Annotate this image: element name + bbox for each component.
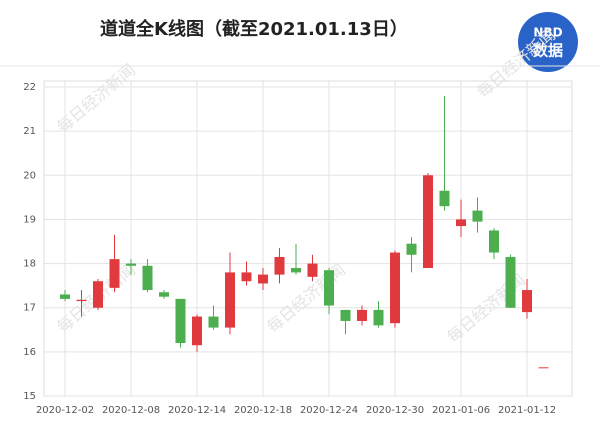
candle-body <box>373 309 384 326</box>
candle-body <box>93 281 103 308</box>
candle-body <box>192 316 202 346</box>
candle-body <box>505 256 516 308</box>
watermark: 每日经济新闻 <box>53 60 139 136</box>
y-tick-label: 19 <box>23 214 36 225</box>
candle-body <box>291 267 301 273</box>
candle-body <box>472 210 483 222</box>
x-tick-label: 2021-01-12 <box>498 405 556 416</box>
candle-body <box>142 265 153 291</box>
candle-body <box>225 272 235 328</box>
candle-body <box>241 272 252 282</box>
candle-body <box>109 259 120 288</box>
candle-body <box>60 294 70 299</box>
candle-body <box>357 309 367 321</box>
candle-body <box>340 309 351 321</box>
x-tick-label: 2020-12-08 <box>102 405 160 416</box>
candle-body <box>159 292 169 297</box>
candle-body <box>406 243 417 255</box>
candle-body <box>324 270 334 306</box>
candle-body <box>76 299 87 302</box>
x-tick-label: 2020-12-02 <box>36 405 94 416</box>
candle-body <box>439 190 450 207</box>
candle-body <box>274 256 285 275</box>
candle-body <box>522 290 532 313</box>
logo-top: NBD <box>533 26 562 40</box>
watermark: 每日经济新闻 <box>443 270 529 346</box>
y-tick-label: 16 <box>23 347 36 358</box>
logo-badge <box>518 12 578 72</box>
candle-body <box>126 263 136 266</box>
y-tick-label: 22 <box>23 82 36 93</box>
x-tick-label: 2020-12-14 <box>168 405 226 416</box>
candle-body <box>175 298 186 344</box>
y-tick-label: 21 <box>23 126 36 137</box>
x-tick-label: 2020-12-30 <box>366 405 424 416</box>
candle-body <box>423 175 433 268</box>
candle-body <box>208 316 219 328</box>
x-tick-label: 2020-12-18 <box>234 405 292 416</box>
logo-bottom: 数据 <box>533 42 563 60</box>
candle-body <box>307 263 318 277</box>
candle-body <box>258 274 268 284</box>
chart-title: 道道全K线图（截至2021.01.13日） <box>100 18 408 40</box>
y-tick-label: 20 <box>23 170 36 181</box>
candle-body <box>538 367 549 369</box>
x-tick-label: 2021-01-06 <box>432 405 490 416</box>
candle-body <box>390 252 400 324</box>
y-tick-label: 18 <box>23 259 36 270</box>
y-tick-label: 15 <box>23 391 36 402</box>
y-tick-label: 17 <box>23 303 36 314</box>
candle-body <box>456 219 466 227</box>
x-tick-label: 2020-12-24 <box>300 405 358 416</box>
candle-body <box>489 230 499 253</box>
